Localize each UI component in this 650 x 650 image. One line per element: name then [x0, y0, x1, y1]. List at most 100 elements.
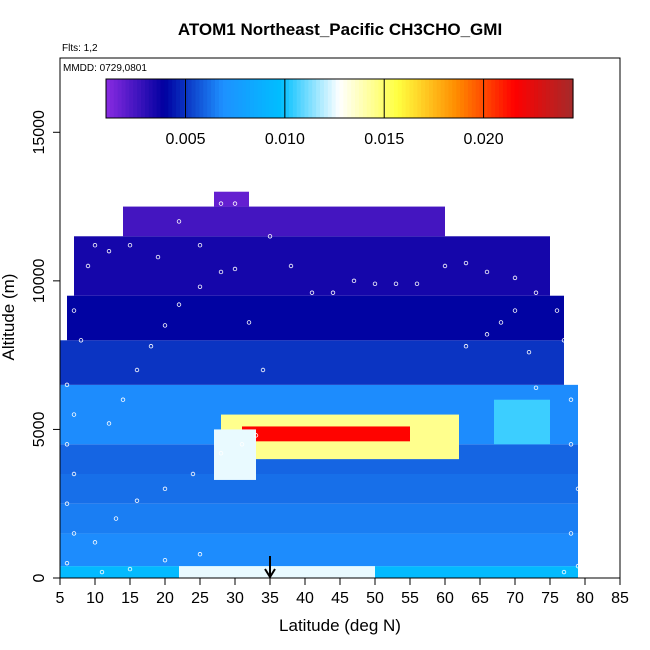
sample-point — [120, 397, 126, 402]
colorbar-segment — [176, 79, 181, 118]
x-tick-label: 5 — [56, 590, 65, 607]
marker-head — [264, 568, 276, 579]
colorbar-segment — [187, 79, 193, 118]
sample-point — [148, 344, 154, 349]
sample-point — [218, 269, 224, 275]
sample-point — [64, 442, 70, 447]
colorbar-segment — [230, 79, 236, 118]
colorbar-segment — [475, 79, 481, 118]
y-axis: 0 5000 10000 15000 — [31, 110, 60, 582]
colorbar-segment — [207, 79, 212, 118]
colorbar-frame — [105, 78, 574, 119]
flights-label: Flts: 1,2 — [62, 43, 98, 54]
sample-point — [71, 471, 77, 477]
colorbar-segment — [506, 79, 512, 118]
colorbar-segment — [164, 79, 169, 118]
colorbar-segment — [491, 79, 496, 118]
colorbar-segment — [113, 79, 119, 118]
heatmap — [60, 191, 578, 578]
colorbar-segment — [413, 79, 418, 118]
sample-point — [85, 263, 91, 269]
colorbar-segment — [316, 79, 321, 118]
heatmap-hotspot — [242, 426, 410, 442]
colorbar-segment — [277, 79, 282, 118]
x-tick-label: 10 — [86, 590, 104, 607]
colorbar-segment — [296, 79, 302, 118]
sample-point — [162, 323, 168, 328]
sample-point — [267, 234, 273, 239]
sample-point — [232, 266, 238, 272]
sample-point — [71, 308, 77, 313]
colorbar-segment — [211, 79, 216, 118]
x-tick-label: 60 — [436, 590, 454, 607]
heatmap-layer — [67, 295, 564, 341]
colorbar-segment — [292, 79, 298, 118]
sample-point — [484, 269, 490, 275]
sample-point — [568, 531, 574, 536]
sample-point — [92, 540, 98, 545]
sample-point — [64, 382, 70, 388]
sample-point — [463, 344, 469, 349]
colorbar-segment — [537, 79, 543, 118]
sample-point — [127, 566, 133, 572]
colorbar-segment — [370, 79, 376, 118]
colorbar-segment — [362, 79, 368, 118]
x-tick-label: 80 — [576, 590, 594, 607]
colorbar-segment — [378, 79, 383, 118]
colorbar-segment — [257, 79, 263, 118]
colorbar-segment — [214, 79, 220, 118]
colorbar-segment — [374, 79, 380, 118]
colorbar-segment — [218, 79, 224, 118]
heatmap-hotspot — [179, 566, 375, 578]
colorbar-segment — [561, 79, 566, 118]
x-tick-label: 30 — [226, 590, 244, 607]
colorbar-segment — [273, 79, 278, 118]
x-tick-label: 50 — [366, 590, 384, 607]
colorbar-segment — [343, 79, 348, 118]
colorbar-segment — [246, 79, 251, 118]
sample-point — [351, 278, 357, 284]
sample-point — [253, 201, 259, 206]
sample-point — [99, 569, 105, 575]
colorbar-segment — [522, 79, 527, 118]
colorbar-segment — [265, 79, 271, 118]
sample-points — [64, 201, 581, 575]
colorbar-segment — [191, 79, 197, 118]
x-axis-label: Latitude (deg N) — [279, 616, 401, 635]
colorbar-segment — [452, 79, 457, 118]
colorbar-segment — [444, 79, 450, 118]
x-tick-label: 65 — [471, 590, 489, 607]
date-label: MMDD: 0729,0801 — [63, 63, 147, 74]
colorbar-segment — [179, 79, 185, 118]
sample-point — [512, 275, 518, 281]
colorbar-segment — [133, 79, 138, 118]
colorbar-segment — [109, 79, 115, 118]
colorbar-tick-label: 0.020 — [464, 131, 504, 148]
sample-point — [526, 349, 532, 355]
colorbar-segment — [242, 79, 247, 118]
sample-point — [533, 385, 539, 391]
y-tick-label: 5000 — [31, 412, 48, 448]
colorbar-segment — [448, 79, 453, 118]
colorbar-segment — [152, 79, 158, 118]
colorbar-segment — [106, 79, 111, 118]
sample-point — [512, 308, 518, 313]
sample-point — [253, 433, 259, 438]
x-tick-label: 40 — [296, 590, 314, 607]
colorbar-segment — [557, 79, 562, 118]
colorbar-segment — [366, 79, 372, 118]
x-tick-label: 70 — [506, 590, 524, 607]
colorbar-segment — [545, 79, 551, 118]
sample-point — [197, 242, 203, 248]
sample-point — [127, 242, 133, 248]
colorbar-segment — [339, 79, 344, 118]
sample-point — [568, 442, 574, 447]
colorbar-segment — [121, 79, 127, 118]
sample-point — [218, 201, 224, 206]
colorbar-segment — [409, 79, 415, 118]
colorbar-tick-label: 0.010 — [265, 131, 305, 148]
sample-point — [575, 563, 581, 569]
colorbar-segment — [421, 79, 426, 118]
colorbar-segment — [502, 79, 508, 118]
colorbar-segment — [401, 79, 407, 118]
